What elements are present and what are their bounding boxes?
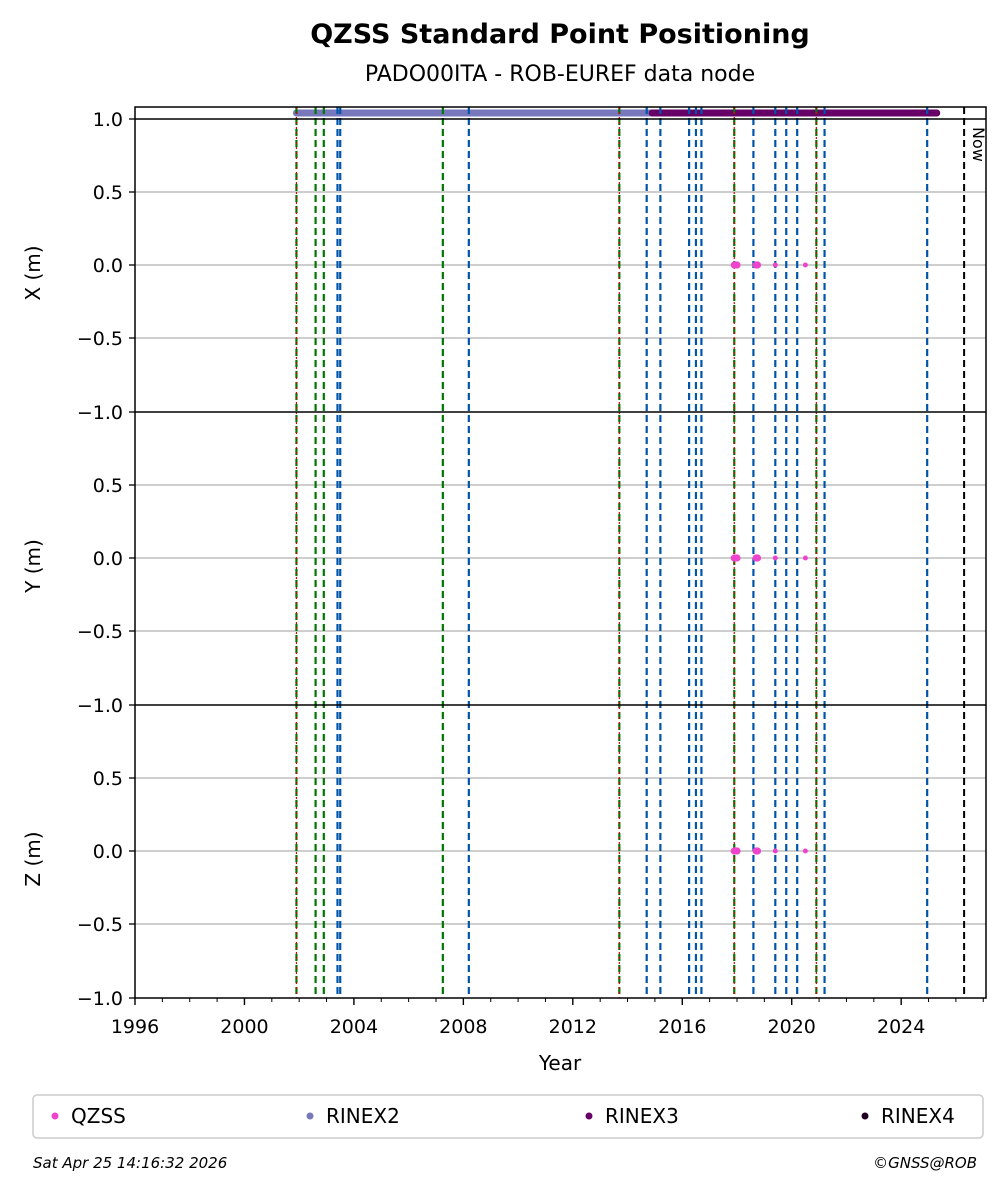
legend-box [32, 1094, 984, 1139]
y-tick-label: −0.5 [77, 621, 123, 643]
qzss-point [772, 848, 778, 854]
y-tick-label: −1.0 [77, 402, 123, 424]
now-label: Now [969, 127, 988, 162]
legend-marker [585, 1112, 593, 1120]
legend-marker [861, 1112, 869, 1120]
y-axis-label: X (m) [21, 245, 45, 300]
y-tick-label: 0.5 [93, 475, 123, 497]
qzss-point [802, 262, 808, 268]
y-tick-label: −0.5 [77, 328, 123, 350]
plot-frame [134, 106, 987, 999]
x-tick-label: 2008 [439, 1016, 487, 1038]
y-tick-label: 0.0 [93, 255, 123, 277]
legend-label: RINEX4 [881, 1104, 955, 1128]
y-tick-label: 0.0 [93, 841, 123, 863]
y-axis-label: Y (m) [21, 539, 45, 594]
x-tick-label: 2024 [877, 1016, 925, 1038]
chart-subtitle: PADO00ITA - ROB-EUREF data node [365, 62, 755, 87]
x-axis-label: Year [538, 1051, 582, 1075]
legend: QZSS RINEX2 RINEX3 RINEX4 [32, 1094, 984, 1139]
qzss-point [733, 261, 741, 269]
qzss-point [753, 554, 762, 562]
x-tick-label: 2012 [549, 1016, 597, 1038]
legend-label: RINEX2 [326, 1104, 400, 1128]
y-axis-label: Z (m) [21, 831, 45, 886]
chart-title: QZSS Standard Point Positioning [310, 19, 810, 50]
qzss-point [802, 555, 808, 561]
y-tick-label: 0.5 [93, 768, 123, 790]
qzss-point [753, 261, 762, 269]
legend-label: RINEX3 [605, 1104, 679, 1128]
qzss-point [772, 555, 778, 561]
y-tick-label: −1.0 [77, 695, 123, 717]
x-tick-label: 1996 [111, 1016, 159, 1038]
y-tick-label: −0.5 [77, 914, 123, 936]
qzss-point [733, 847, 741, 855]
legend-label: QZSS [71, 1104, 126, 1128]
qzss-point [772, 262, 778, 268]
footer-copyright: ©GNSS@ROB [873, 1154, 977, 1172]
footer-timestamp: Sat Apr 25 14:16:32 2026 [33, 1154, 228, 1172]
x-tick-label: 2016 [658, 1016, 706, 1038]
legend-marker [306, 1112, 314, 1120]
qzss-point [802, 848, 808, 854]
y-tick-label: 0.5 [93, 182, 123, 204]
qzss-point [733, 554, 741, 562]
qzss-point [753, 847, 762, 855]
y-tick-label: 0.0 [93, 548, 123, 570]
x-tick-label: 2000 [220, 1016, 268, 1038]
legend-marker [51, 1112, 59, 1120]
y-tick-label: −1.0 [77, 988, 123, 1010]
x-tick-label: 2004 [330, 1016, 378, 1038]
x-tick-label: 2020 [768, 1016, 816, 1038]
y-tick-label: 1.0 [93, 109, 123, 131]
plot-area: Now 1.0 0.5 0.0 −0.5 X (m) −1.0 0.5 0.0 −0.5 Y (m)… [21, 106, 988, 1038]
